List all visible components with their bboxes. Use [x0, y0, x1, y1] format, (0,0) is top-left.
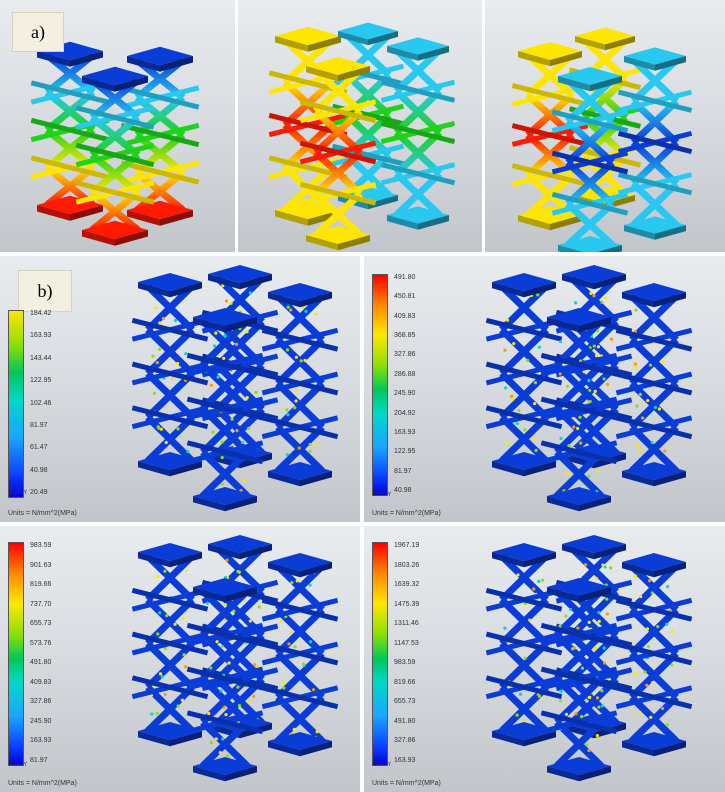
- legend-tick: 245.90: [394, 390, 415, 397]
- legend-ticks: 491.80 450.81 409.83 368.85 327.86 286.8…: [394, 274, 415, 494]
- legend-tick: 327.86: [394, 737, 419, 744]
- legend-tick: 819.66: [30, 581, 51, 588]
- stress-legend-2: 491.80 450.81 409.83 368.85 327.86 286.8…: [372, 274, 432, 500]
- legend-tick: 491.80: [394, 274, 415, 281]
- stress-legend-3: 983.59 901.63 819.66 737.70 655.73 573.7…: [8, 542, 68, 772]
- legend-tick: 163.93: [30, 737, 51, 744]
- panel-a-label: a): [12, 12, 64, 52]
- units-label: Units = N/mm^2(MPa): [372, 780, 441, 787]
- legend-tick: 1311.46: [394, 620, 419, 627]
- panel-b-1: b) 184.42 163.93 143.44 122.95 102.46 81…: [0, 256, 360, 522]
- legend-tick: 102.46: [30, 400, 51, 407]
- axis-triad: 0.00 Y: [10, 762, 27, 768]
- axis-triad: 0.00 Y: [374, 762, 391, 768]
- legend-tick: 983.59: [394, 659, 419, 666]
- legend-tick: 163.93: [394, 429, 415, 436]
- axis-label: Y: [23, 490, 27, 496]
- legend-tick: 327.86: [30, 698, 51, 705]
- panel-a-3: [485, 0, 725, 252]
- panel-b-label: b): [18, 270, 72, 312]
- legend-tick: 163.93: [30, 332, 51, 339]
- legend-tick: 204.92: [394, 410, 415, 417]
- lattice-mode-3: [485, 0, 725, 252]
- legend-tick: 81.97: [30, 757, 51, 764]
- panel-a-1: a): [0, 0, 235, 252]
- units-label: Units = N/mm^2(MPa): [372, 510, 441, 517]
- legend-tick: 245.90: [30, 718, 51, 725]
- legend-origin: 0.00: [10, 762, 22, 768]
- axis-label: Y: [387, 492, 391, 498]
- legend-tick: 286.88: [394, 371, 415, 378]
- legend-tick: 81.97: [30, 422, 51, 429]
- legend-tick: 1475.39: [394, 601, 419, 608]
- legend-tick: 122.95: [30, 377, 51, 384]
- legend-tick: 184.42: [30, 310, 51, 317]
- legend-tick: 491.80: [394, 718, 419, 725]
- legend-tick: 573.76: [30, 640, 51, 647]
- legend-tick: 20.49: [30, 489, 51, 496]
- legend-tick: 409.83: [30, 679, 51, 686]
- legend-tick: 655.73: [394, 698, 419, 705]
- units-label: Units = N/mm^2(MPa): [8, 780, 77, 787]
- legend-tick: 122.95: [394, 448, 415, 455]
- legend-ticks: 983.59 901.63 819.66 737.70 655.73 573.7…: [30, 542, 51, 764]
- legend-tick: 61.47: [30, 444, 51, 451]
- legend-tick: 983.59: [30, 542, 51, 549]
- legend-tick: 409.83: [394, 313, 415, 320]
- axis-triad: 0.00 Y: [374, 492, 391, 498]
- legend-ticks: 1967.19 1803.26 1639.32 1475.39 1311.46 …: [394, 542, 419, 764]
- legend-tick: 327.86: [394, 351, 415, 358]
- panel-b-4: 1967.19 1803.26 1639.32 1475.39 1311.46 …: [364, 526, 725, 792]
- units-label: Units = N/mm^2(MPa): [8, 510, 77, 517]
- legend-origin: 0.00: [374, 492, 386, 498]
- legend-tick: 1147.53: [394, 640, 419, 647]
- legend-tick: 163.93: [394, 757, 419, 764]
- legend-tick: 1639.32: [394, 581, 419, 588]
- legend-tick: 737.70: [30, 601, 51, 608]
- legend-tick: 40.98: [30, 467, 51, 474]
- legend-tick: 450.81: [394, 293, 415, 300]
- legend-tick: 1967.19: [394, 542, 419, 549]
- panel-a-2: [238, 0, 482, 252]
- axis-label: Y: [23, 762, 27, 768]
- legend-tick: 901.63: [30, 562, 51, 569]
- legend-ticks: 184.42 163.93 143.44 122.95 102.46 81.97…: [30, 310, 51, 496]
- stress-legend-1: 184.42 163.93 143.44 122.95 102.46 81.97…: [8, 310, 68, 500]
- legend-origin: 0.00: [10, 490, 22, 496]
- panel-b-3: 983.59 901.63 819.66 737.70 655.73 573.7…: [0, 526, 360, 792]
- legend-tick: 491.80: [30, 659, 51, 666]
- legend-tick: 819.66: [394, 679, 419, 686]
- legend-tick: 40.98: [394, 487, 415, 494]
- legend-tick: 655.73: [30, 620, 51, 627]
- legend-tick: 1803.26: [394, 562, 419, 569]
- legend-tick: 143.44: [30, 355, 51, 362]
- legend-origin: 0.00: [374, 762, 386, 768]
- legend-tick: 368.85: [394, 332, 415, 339]
- stress-legend-4: 1967.19 1803.26 1639.32 1475.39 1311.46 …: [372, 542, 432, 772]
- axis-label: Y: [387, 762, 391, 768]
- axis-triad: 0.00 Y: [10, 490, 27, 496]
- panel-b-2: 491.80 450.81 409.83 368.85 327.86 286.8…: [364, 256, 725, 522]
- lattice-mode-2: [238, 0, 482, 252]
- legend-tick: 81.97: [394, 468, 415, 475]
